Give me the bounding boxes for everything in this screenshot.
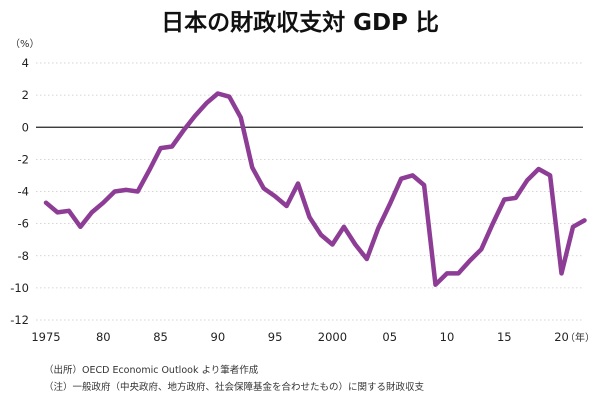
y-tick-label: -12 (10, 313, 29, 327)
data-point (320, 234, 322, 236)
data-point (560, 272, 563, 275)
data-point (79, 226, 82, 228)
remark-note: （注）一般政府（中央政府、地方政府、社会保障基金を合わせたもの）に関する財政収支 (44, 382, 425, 393)
x-tick-label: 90 (211, 330, 226, 344)
data-point (469, 259, 471, 262)
data-point (148, 169, 150, 172)
data-point (228, 95, 231, 98)
x-tick-label: 95 (268, 330, 283, 344)
data-point (102, 201, 105, 204)
data-point (434, 283, 437, 286)
data-point (45, 201, 47, 204)
data-point (423, 184, 425, 186)
data-point (514, 197, 517, 199)
data-point (274, 195, 276, 198)
x-tick-label: 05 (382, 330, 397, 344)
data-point (308, 216, 311, 218)
y-tick-label: 4 (22, 56, 29, 70)
data-point (526, 179, 528, 182)
data-point (503, 198, 506, 201)
source-note: （出所）OECD Economic Outlook より筆者作成 (44, 365, 259, 376)
x-tick-label: 80 (96, 330, 111, 344)
y-tick-label: 2 (22, 88, 29, 102)
data-point (125, 189, 127, 191)
y-tick-label: -8 (18, 249, 29, 263)
data-point (91, 211, 93, 214)
data-point (68, 209, 70, 212)
data-point (171, 145, 173, 148)
grid-lines (36, 62, 583, 321)
data-point (537, 168, 540, 170)
data-point (56, 211, 59, 214)
data-point (446, 272, 448, 275)
y-tick-label: -10 (10, 281, 29, 295)
data-point (492, 222, 494, 225)
data-point (297, 182, 299, 185)
data-point (331, 243, 334, 246)
data-point (377, 227, 380, 230)
data-point (159, 147, 162, 149)
data-point (365, 258, 368, 260)
series-line (43, 91, 587, 287)
y-tick-label: 0 (22, 120, 29, 134)
x-tick-label: 1975 (31, 330, 60, 344)
y-tick-label: -2 (18, 152, 29, 166)
data-point (205, 102, 208, 104)
x-axis-unit-label: （年） (565, 331, 595, 344)
data-point (583, 219, 586, 222)
data-point (262, 187, 265, 190)
x-tick-label: 10 (440, 330, 455, 344)
x-tick-label: 15 (497, 330, 512, 344)
data-point (239, 116, 242, 119)
data-point (549, 174, 551, 177)
data-series (43, 91, 587, 287)
data-point (285, 205, 288, 207)
x-tick-label: 20 (554, 330, 569, 344)
data-point (136, 190, 139, 193)
data-point (194, 115, 196, 117)
data-point (400, 177, 402, 180)
data-point (354, 243, 357, 246)
data-point (457, 272, 460, 275)
data-point (480, 248, 483, 251)
data-point (343, 226, 345, 228)
data-point (251, 166, 254, 169)
data-point (572, 226, 574, 228)
data-point (411, 174, 414, 177)
data-point (388, 203, 391, 206)
y-tick-label: -4 (18, 185, 29, 199)
data-point (182, 129, 185, 132)
data-point (113, 190, 116, 193)
chart-title: 日本の財政収支対 GDP 比 (161, 10, 439, 36)
y-tick-label: -6 (18, 217, 29, 231)
x-tick-label: 2000 (318, 330, 347, 344)
y-axis-unit-label: （%） (10, 38, 40, 50)
x-tick-label: 85 (153, 330, 168, 344)
data-point (217, 92, 219, 95)
